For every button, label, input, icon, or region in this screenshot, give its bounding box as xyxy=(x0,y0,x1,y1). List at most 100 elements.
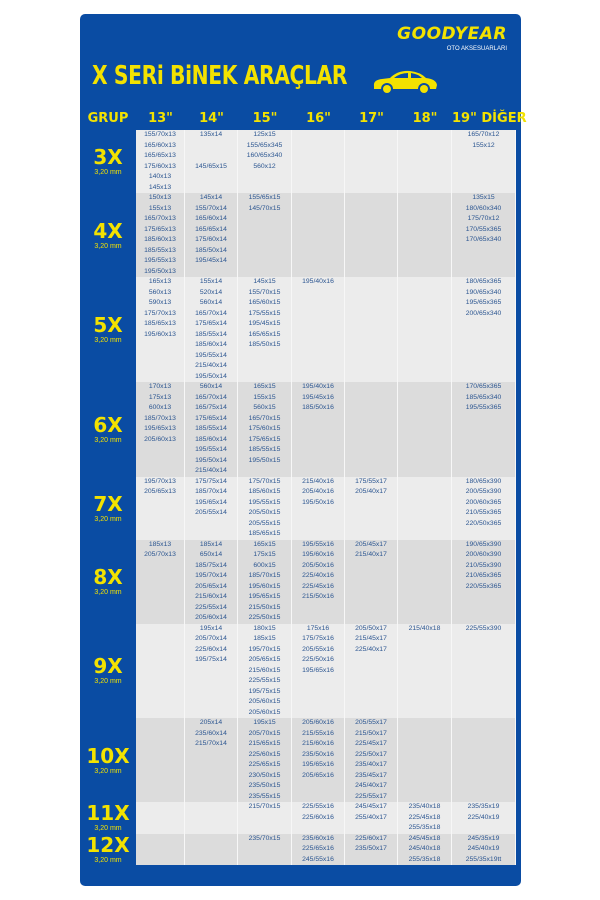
tire-size: 600x13 xyxy=(148,404,172,411)
table-cell: 215/70x15 xyxy=(238,802,292,834)
tire-size: 205/40x17 xyxy=(355,488,387,495)
group-label: 6X 3,20 mm xyxy=(80,382,136,477)
tire-size: 210/55x390 xyxy=(465,561,502,569)
table-cell: 155/65x15 145/70x15 xyxy=(238,193,292,277)
table-cell: 165x13 560x13 590x13 175/70x13 185/65x13 195/… xyxy=(136,277,185,382)
tire-size: 245/35x19 xyxy=(467,834,500,842)
tire-size: 180x15 xyxy=(253,624,276,632)
tire-size: 195/65x14 xyxy=(195,498,227,506)
tire-size: 195/65x13 xyxy=(144,425,176,432)
tire-size: 520x14 xyxy=(199,288,223,296)
column-header: 14" xyxy=(199,111,224,126)
table-cell xyxy=(398,476,452,540)
tire-size: 185x15 xyxy=(253,635,276,642)
tire-size: 175/70x12 xyxy=(467,215,500,222)
tire-size: 185/60x14 xyxy=(195,435,227,443)
tire-size: 560x12 xyxy=(253,162,276,170)
tire-size: 185/55x14 xyxy=(195,330,227,338)
tire-size: 245/55x16 xyxy=(302,855,334,863)
tire-size: 165/65x15 xyxy=(248,330,281,338)
tire-size: 195/65x16 xyxy=(302,761,334,768)
tire-size: 195/50x13 xyxy=(144,267,176,275)
tire-size: 165/70x13 xyxy=(144,215,176,222)
tire-size: 175/70x13 xyxy=(144,309,176,317)
table-header: GRUP 13" 14" 15" 16" 17" 18" 19" DİĞER xyxy=(80,110,527,130)
table-cell: 165x15 155x15 560x15 165/70x15 175/60x15 175/… xyxy=(238,382,292,477)
group-name: 9X xyxy=(93,654,123,679)
tire-size: 155x13 xyxy=(148,204,172,212)
tire-size: 215/40x17 xyxy=(355,551,387,558)
table-cell: 215/40x18 xyxy=(398,623,452,718)
tire-size: 185/55x14 xyxy=(195,425,227,432)
tire-size: 215/60x15 xyxy=(248,666,281,674)
column-header: 15" xyxy=(252,111,278,126)
table-cell: 195x14 205/70x14 225/60x14 195/75x14 xyxy=(185,623,238,718)
table-cell: 185x14 650x14 185/75x14 195/70x14 205/65x14 2… xyxy=(185,539,238,624)
table-cell: 560x14 165/70x14 165/75x14 175/65x14 185/55x… xyxy=(185,382,238,477)
tire-size: 185/75x14 xyxy=(195,561,227,569)
group-name: 11X xyxy=(86,802,130,826)
tire-size xyxy=(185,151,237,162)
tire-size: 140x13 xyxy=(148,173,172,180)
table-cell: 165/70x12 155x12 xyxy=(452,130,516,193)
table-cell: 180x15 185x15 195/70x15 205/65x15 215/60x15 2… xyxy=(238,623,292,718)
tire-size: 165/70x14 xyxy=(195,393,227,401)
tire-size: 175/60x13 xyxy=(144,162,176,170)
tire-size: 215/40x18 xyxy=(408,624,441,632)
tire-size: 165/60x14 xyxy=(195,215,227,222)
table-row: 5X 3,20 mm 165x13 560x13 590x13 175/70x13 185/… xyxy=(80,277,516,382)
tire-size: 560x13 xyxy=(148,288,172,296)
tire-size: 215/40x16 xyxy=(302,477,334,485)
tire-size: 650x14 xyxy=(199,551,223,558)
tire-size: 195/40x16 xyxy=(302,383,334,390)
tire-size: 185/60x13 xyxy=(144,236,176,243)
tire-size: 195x14 xyxy=(199,624,223,632)
tire-size: 560x14 xyxy=(199,383,223,390)
tire-size: 230/50x15 xyxy=(248,771,281,779)
table-cell: 205/50x17 215/45x17 225/40x17 xyxy=(345,623,398,718)
table-cell: 225/55x390 xyxy=(452,623,516,718)
car-icon xyxy=(373,70,437,95)
tire-size: 195/75x15 xyxy=(248,687,281,695)
tire-size: 255/40x17 xyxy=(355,813,387,821)
group-thickness: 3,20 mm xyxy=(94,589,122,596)
table-row: 3X 3,20 mm 155/70x13 165/60x13 165/65x13 175/… xyxy=(80,130,516,193)
tire-size: 175x15 xyxy=(253,551,276,558)
tire-size: 205/40x16 xyxy=(302,488,334,495)
table-row: 10X 3,20 mm 205x14 235/60x14 215/70x14 195x15… xyxy=(80,718,516,802)
group-name: 4X xyxy=(93,218,123,243)
tire-size: 205/55x15 xyxy=(248,519,281,527)
column-header: 16" xyxy=(306,111,331,126)
tire-size: 225/50x15 xyxy=(248,614,281,621)
tire-size: 195/40x16 xyxy=(302,278,334,285)
tire-size: 165/75x14 xyxy=(195,404,227,411)
tire-size: 170/65x340 xyxy=(465,236,502,243)
tire-size: 150x13 xyxy=(148,194,172,201)
tire-size: 180/65x365 xyxy=(465,278,502,285)
tire-size: 205/65x13 xyxy=(144,488,176,495)
tire-size: 215/50x16 xyxy=(302,593,334,600)
table-cell xyxy=(185,833,238,865)
tire-size: 225/55x15 xyxy=(248,677,281,684)
tire-size: 590x13 xyxy=(148,299,172,306)
tire-size: 155/70x14 xyxy=(195,204,227,212)
group-thickness: 3,20 mm xyxy=(94,242,122,250)
tire-size: 195/65x16 xyxy=(302,666,334,674)
logo-subtitle: OTO AKSESUARLARI xyxy=(446,46,507,52)
tire-size: 155/65x345 xyxy=(246,141,283,149)
goodyear-logo: GOODYEAR OTO AKSESUARLARI xyxy=(397,24,507,53)
group-thickness: 3,20 mm xyxy=(94,825,122,833)
tire-size: 145/70x15 xyxy=(248,204,281,212)
tire-size: 175x13 xyxy=(148,393,172,401)
table-cell: 185x13 205/70x13 xyxy=(136,539,185,624)
tire-size: 165/60x15 xyxy=(248,299,281,306)
tire-size: 195/55x16 xyxy=(302,540,334,548)
tire-size: 190/65x340 xyxy=(465,288,502,296)
tire-size: 185/60x14 xyxy=(195,341,227,348)
tire-size: 205/55x14 xyxy=(195,509,227,516)
table-row: 12X 3,20 mm 235/70x15 235/60x16 225/65x16 245… xyxy=(80,833,516,865)
tire-size: 165/70x15 xyxy=(248,414,281,422)
tire-size: 205/50x16 xyxy=(302,561,334,569)
table-cell: 180/65x390 200/55x390 200/60x365 210/55x365… xyxy=(452,476,516,540)
group-label: 11X 3,20 mm xyxy=(80,802,136,834)
